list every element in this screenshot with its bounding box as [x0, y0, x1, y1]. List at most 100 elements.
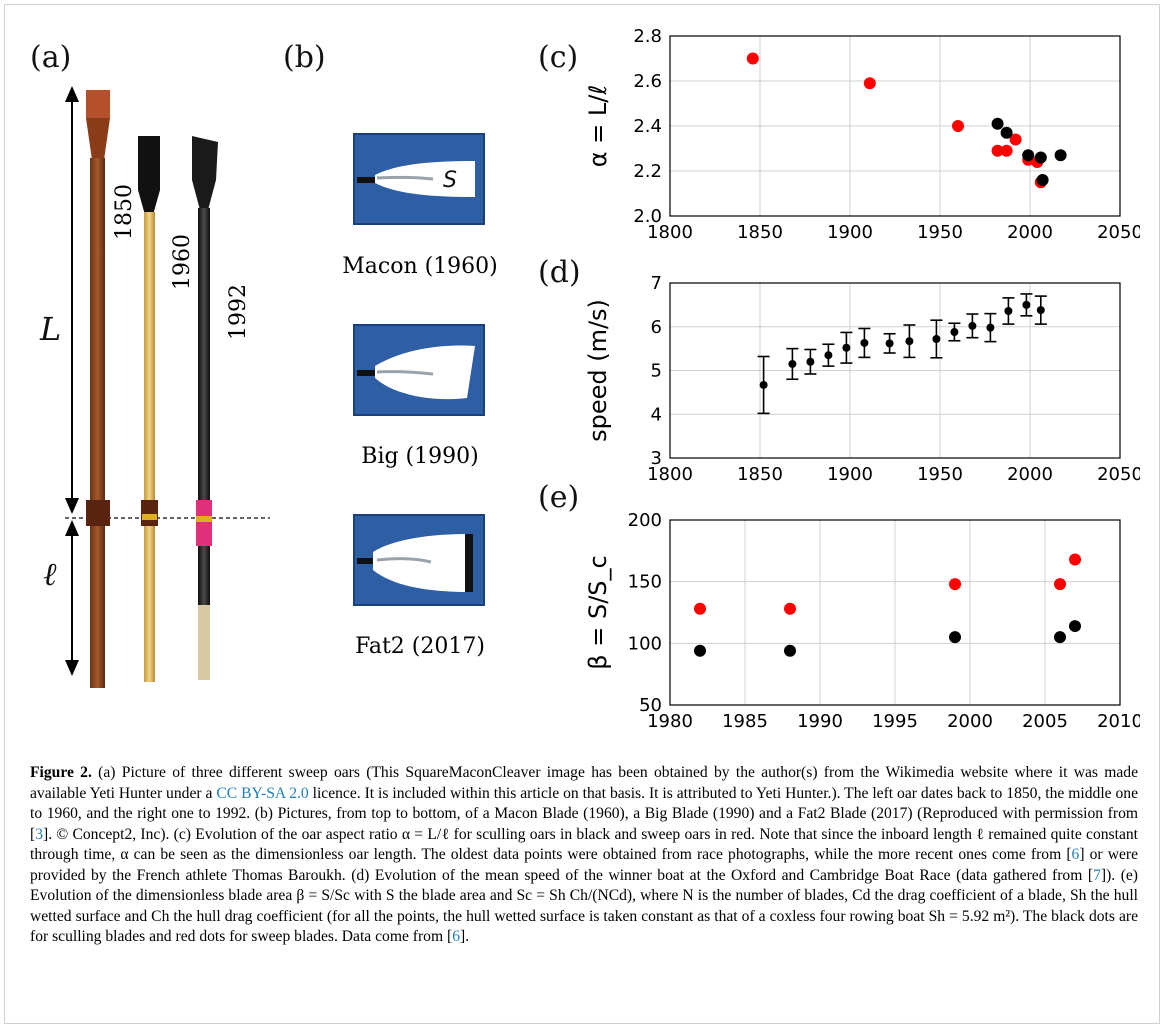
caption-ref-7[interactable]: 7 [1093, 866, 1101, 884]
y-axis-label: α = L/ℓ [584, 85, 612, 168]
oar-year-1850: 1850 [112, 184, 137, 240]
data-point [784, 602, 796, 615]
y-axis-label: β = S/S_c [584, 555, 612, 669]
data-point [932, 335, 941, 343]
x-tick-label: 2010 [1097, 711, 1140, 730]
plot-frame [669, 282, 1121, 459]
y-tick-label: 2.8 [633, 28, 662, 47]
length-L-label: L [40, 310, 62, 348]
caption-text-3: ]. © Concept2, Inc). (c) Evolution of th… [30, 825, 1138, 864]
data-point [1034, 151, 1047, 164]
oar-1850 [86, 90, 110, 688]
x-tick-label: 1900 [827, 464, 873, 485]
data-point [694, 602, 706, 615]
x-tick-label: 1800 [647, 222, 693, 243]
data-point [1054, 149, 1067, 162]
y-axis-label: speed (m/s) [584, 299, 612, 442]
caption-text-2: licence. It is included within this arti… [30, 784, 1139, 843]
blade-caption-macon: Macon (1960) [342, 254, 498, 279]
panel-label-b: (b) [283, 40, 326, 75]
data-point [1069, 553, 1081, 566]
data-point [863, 77, 876, 90]
x-tick-label: 1850 [737, 464, 783, 485]
data-point [860, 338, 869, 347]
plot-frame [669, 519, 1121, 706]
figure-caption: Figure 2. (a) Picture of three different… [30, 763, 1138, 948]
panel-label-d: (d) [538, 255, 581, 290]
data-point [1036, 306, 1045, 315]
caption-ref-6-second[interactable]: 6 [452, 928, 460, 945]
y-tick-label: 2.4 [633, 116, 662, 137]
y-tick-label: 50 [639, 695, 662, 716]
caption-text-5: ]). (e) Evolution of the dimensionless b… [30, 866, 1138, 946]
data-point [1000, 144, 1013, 157]
length-ell-arrow [65, 520, 79, 676]
x-tick-label: 2005 [1022, 711, 1068, 730]
data-point [905, 337, 914, 346]
y-tick-label: 6 [651, 317, 662, 338]
blade-image-big [353, 324, 485, 416]
caption-text-1: (a) Picture of three different sweep oar… [30, 764, 1139, 802]
caption-ref-3[interactable]: 3 [35, 825, 43, 843]
data-point [1036, 174, 1049, 186]
data-point [949, 578, 961, 591]
x-tick-label: 1985 [722, 711, 768, 730]
y-tick-label: 200 [628, 510, 662, 531]
panel-label-a: (a) [30, 40, 72, 75]
caption-license-link[interactable]: CC BY-SA 2.0 [216, 784, 309, 802]
chart-speed: 1800 1850 1900 1950 2000 2050 3 4 5 6 7 speed (m/s) [584, 275, 1140, 485]
oar-year-1960: 1960 [170, 234, 195, 290]
data-point [1004, 307, 1013, 315]
data-point [746, 52, 759, 65]
y-tick-label: 150 [628, 572, 662, 593]
data-point [1022, 149, 1035, 162]
panel-label-c: (c) [538, 40, 579, 75]
x-tick-label: 1950 [917, 222, 963, 243]
oars-illustration [65, 86, 270, 688]
oar-1960 [138, 136, 160, 682]
x-tick-label: 1850 [737, 222, 783, 243]
caption-label: Figure 2. [30, 764, 92, 781]
y-tick-label: 100 [628, 633, 662, 654]
x-tick-label: 1800 [647, 464, 693, 485]
x-tick-label: 1900 [827, 222, 873, 243]
y-tick-label: 2.6 [633, 71, 662, 92]
data-point [694, 644, 706, 657]
data-point [991, 117, 1004, 130]
y-tick-label: 2.2 [633, 161, 662, 182]
length-L-arrow [65, 86, 79, 514]
y-tick-label: 5 [651, 361, 662, 382]
caption-text-6: ]. [460, 928, 470, 945]
oar-1992 [192, 136, 218, 680]
data-point [759, 380, 768, 389]
blade-image-fat2 [353, 514, 485, 606]
plot-frame [669, 35, 1121, 217]
data-point [824, 351, 833, 360]
data-point [1054, 631, 1066, 644]
chart-blade-area: 1980 1985 1990 1995 2000 2005 2010 50 100 150 200 β… [584, 510, 1140, 730]
y-tick-label: 4 [651, 404, 662, 425]
x-tick-label: 1990 [797, 711, 843, 730]
caption-text-4: ] or were provided by the French athlete… [30, 846, 1138, 884]
data-point [949, 631, 961, 644]
oar-year-1992: 1992 [226, 284, 251, 340]
blade-caption-big: Big (1990) [361, 444, 479, 469]
data-point [986, 323, 995, 332]
panel-label-e: (e) [538, 480, 580, 515]
blade-area-label: S [443, 168, 457, 193]
y-tick-label: 2.0 [633, 206, 662, 227]
x-tick-label: 1980 [647, 711, 693, 730]
blade-image-macon: S [353, 133, 485, 225]
x-tick-label: 1995 [872, 711, 918, 730]
data-point [968, 321, 977, 330]
data-point [1022, 300, 1031, 309]
data-point [952, 120, 964, 132]
data-point [842, 343, 851, 352]
data-point [991, 144, 1004, 157]
chart-aspect-ratio: 1800 1850 1900 1950 2000 2050 2.0 2.2 2.4 2.6 2.8 α… [584, 28, 1140, 243]
caption-ref-6[interactable]: 6 [1071, 846, 1080, 863]
data-point [1054, 578, 1066, 591]
x-tick-label: 2050 [1097, 222, 1140, 243]
length-ell-label: ℓ [43, 555, 57, 593]
data-point [806, 357, 815, 366]
